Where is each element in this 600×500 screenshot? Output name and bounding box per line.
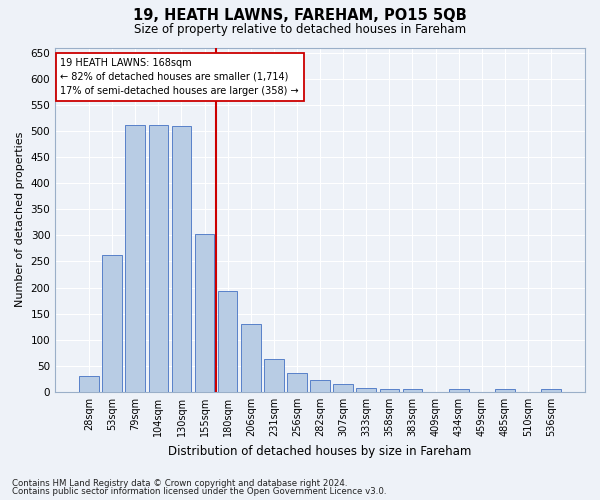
Text: 19, HEATH LAWNS, FAREHAM, PO15 5QB: 19, HEATH LAWNS, FAREHAM, PO15 5QB (133, 8, 467, 22)
Text: 19 HEATH LAWNS: 168sqm
← 82% of detached houses are smaller (1,714)
17% of semi-: 19 HEATH LAWNS: 168sqm ← 82% of detached… (61, 58, 299, 96)
Bar (241, 324, 260, 392)
Bar (287, 373, 307, 392)
Bar (264, 359, 284, 392)
Text: Contains HM Land Registry data © Crown copyright and database right 2024.: Contains HM Land Registry data © Crown c… (12, 478, 347, 488)
Bar (495, 390, 515, 392)
Y-axis label: Number of detached properties: Number of detached properties (15, 132, 25, 308)
Bar (541, 390, 561, 392)
Bar (403, 390, 422, 392)
Bar (310, 380, 330, 392)
Bar (356, 388, 376, 392)
Bar (218, 290, 238, 392)
Bar (172, 126, 191, 392)
Bar (79, 376, 99, 392)
Bar (449, 390, 469, 392)
Bar (334, 384, 353, 392)
X-axis label: Distribution of detached houses by size in Fareham: Distribution of detached houses by size … (169, 444, 472, 458)
Bar (380, 389, 399, 392)
Bar (195, 234, 214, 392)
Bar (103, 254, 122, 392)
Text: Contains public sector information licensed under the Open Government Licence v3: Contains public sector information licen… (12, 487, 386, 496)
Bar (125, 124, 145, 392)
Bar (149, 126, 168, 392)
Text: Size of property relative to detached houses in Fareham: Size of property relative to detached ho… (134, 22, 466, 36)
